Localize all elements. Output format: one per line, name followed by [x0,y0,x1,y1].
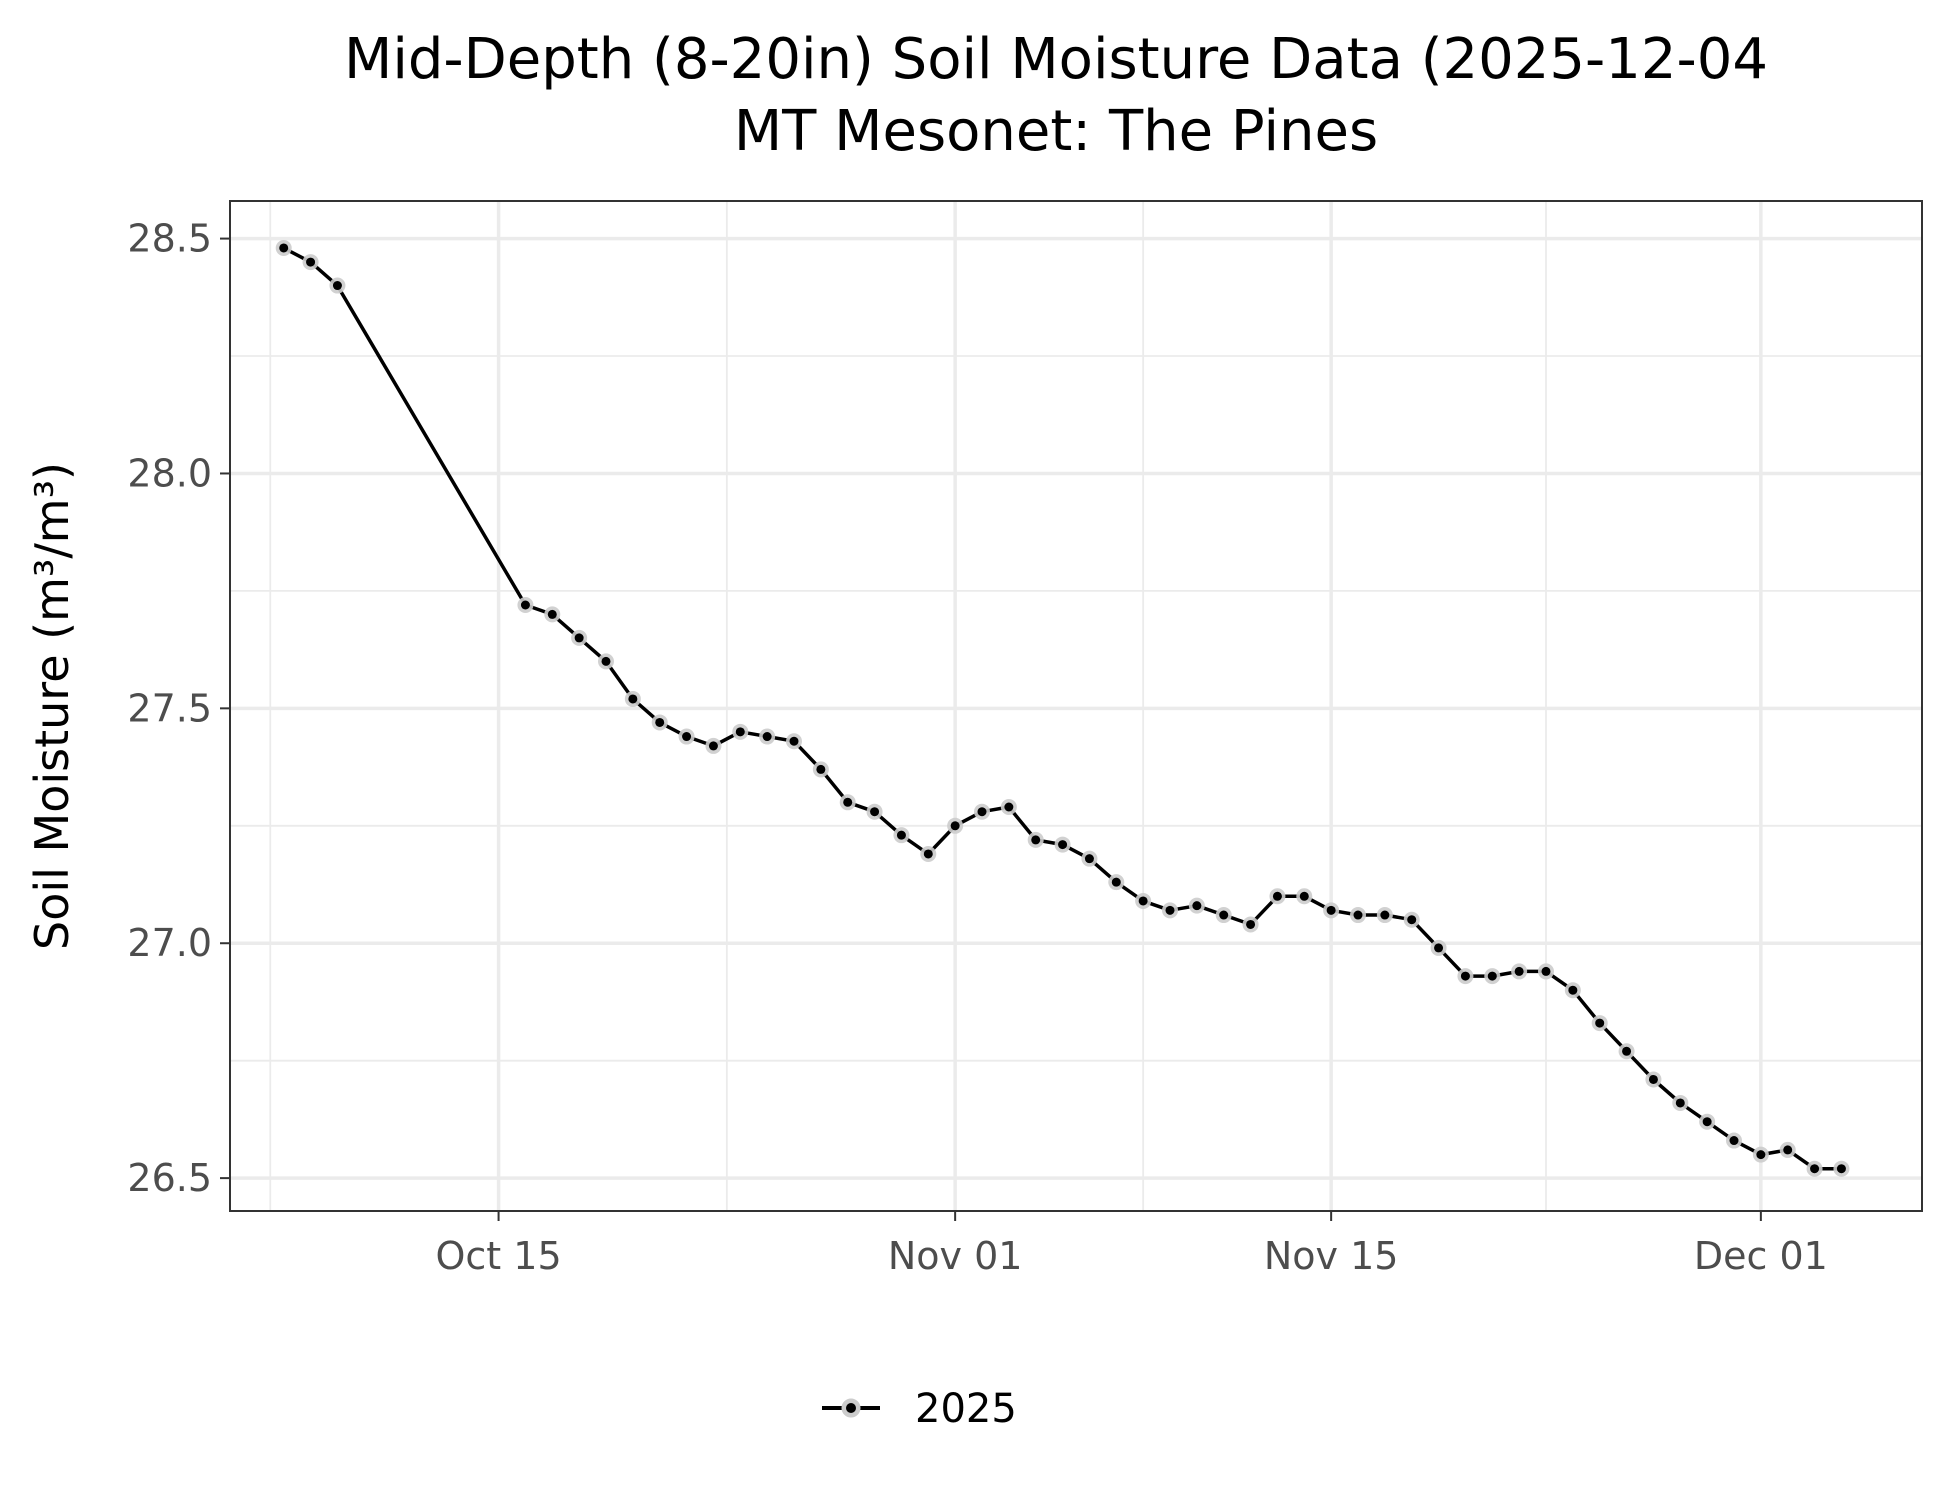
data-point [1595,1018,1605,1028]
data-point [1219,910,1229,920]
data-point [1836,1164,1846,1174]
data-point [1407,915,1417,925]
legend-key-point [846,1403,856,1413]
data-point [1514,966,1524,976]
plot-panel [230,201,1922,1211]
chart-title-line1: Mid-Depth (8-20in) Soil Moisture Data (2… [344,27,1768,92]
data-point [1783,1145,1793,1155]
y-tick-label: 27.0 [127,921,212,965]
data-point [1165,905,1175,915]
data-point [1353,910,1363,920]
data-point [843,797,853,807]
y-tick-label: 26.5 [127,1156,212,1200]
legend: 2025 [822,1386,1017,1432]
data-point [1541,966,1551,976]
x-tick-label: Dec 01 [1694,1234,1828,1278]
data-point [1192,901,1202,911]
data-point [1299,891,1309,901]
x-tick-label: Nov 15 [1264,1234,1399,1278]
data-point [950,821,960,831]
data-point [279,243,289,253]
series-points-group [275,239,1850,1177]
data-point [306,257,316,267]
data-point [1246,919,1256,929]
data-point [923,849,933,859]
data-point [1487,971,1497,981]
data-point [896,830,906,840]
data-point [1272,891,1282,901]
data-point [332,281,342,291]
data-point [1729,1136,1739,1146]
y-tick-label: 28.5 [127,217,212,261]
data-point [1138,896,1148,906]
data-point [1111,877,1121,887]
y-axis: 26.5 27.0 27.5 28.0 28.5 [127,217,230,1200]
data-point [708,741,718,751]
data-point [1568,985,1578,995]
minor-grid [230,201,1922,1211]
x-tick-label: Oct 15 [436,1234,562,1278]
x-tick-label: Nov 01 [888,1234,1023,1278]
data-point [977,807,987,817]
data-point [1380,910,1390,920]
data-point [1675,1098,1685,1108]
y-tick-label: 27.5 [127,686,212,730]
data-point [1702,1117,1712,1127]
data-point [1326,905,1336,915]
panel-border [229,200,1923,1212]
major-grid [230,201,1922,1211]
legend-label-2025: 2025 [915,1386,1017,1432]
data-point [1004,802,1014,812]
data-point [870,807,880,817]
data-point [1031,835,1041,845]
data-point [1756,1150,1766,1160]
data-point [789,736,799,746]
data-point [655,717,665,727]
data-point [682,732,692,742]
data-point [735,727,745,737]
data-point [762,732,772,742]
data-point [1434,943,1444,953]
data-point [816,764,826,774]
data-point [1058,840,1068,850]
data-point [1648,1074,1658,1084]
data-point [520,600,530,610]
data-point [547,609,557,619]
chart-title-line2: MT Mesonet: The Pines [734,99,1378,164]
data-point [1622,1046,1632,1056]
y-tick-label: 28.0 [127,451,212,495]
data-point [574,633,584,643]
data-point [601,656,611,666]
data-point [1084,854,1094,864]
data-point [1460,971,1470,981]
data-point [628,694,638,704]
y-axis-title: Soil Moisture (m³/m³) [25,462,79,950]
x-axis: Oct 15 Nov 01 Nov 15 Dec 01 [436,1211,1828,1278]
data-point [1810,1164,1820,1174]
